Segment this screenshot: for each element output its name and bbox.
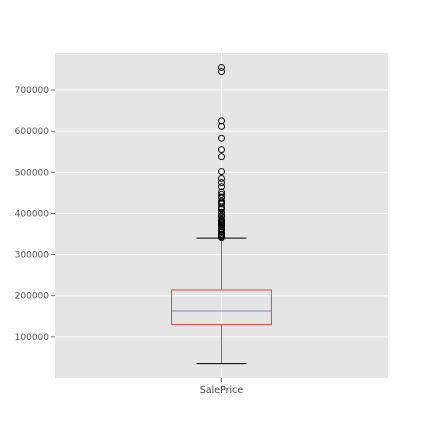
outlier-point	[218, 197, 225, 205]
outlier-point	[218, 63, 225, 71]
outlier-point	[218, 175, 225, 182]
y-axis: 100000 200000 300000 400000 500000 600000 7000…	[15, 86, 55, 343]
outlier-point	[218, 215, 225, 223]
outlier-point	[218, 153, 225, 161]
outlier-point	[218, 193, 225, 201]
outlier-point	[218, 68, 225, 75]
outlier-point	[218, 179, 225, 187]
y-tick-label: 600000	[15, 127, 50, 137]
outlier-point	[218, 183, 225, 191]
outlier-point	[218, 208, 225, 216]
x-axis: SalePrice	[200, 378, 244, 396]
y-tick-label: 700000	[15, 86, 50, 96]
outlier-point	[218, 122, 225, 130]
y-tick-label: 400000	[15, 209, 50, 219]
outlier-point	[218, 146, 225, 154]
y-tick-label: 200000	[15, 292, 50, 302]
outlier-point	[218, 117, 225, 125]
outlier-point	[218, 190, 225, 198]
iqr-box	[171, 289, 272, 326]
y-tick-label: 300000	[15, 251, 50, 261]
y-tick-label: 500000	[15, 168, 50, 178]
outlier-point	[218, 168, 225, 175]
x-tick-label: SalePrice	[200, 385, 244, 396]
y-tick-label: 100000	[15, 333, 50, 343]
box-layer	[171, 63, 272, 365]
outlier-point	[218, 228, 225, 236]
outlier-point	[218, 134, 225, 142]
outlier-point	[218, 188, 225, 196]
